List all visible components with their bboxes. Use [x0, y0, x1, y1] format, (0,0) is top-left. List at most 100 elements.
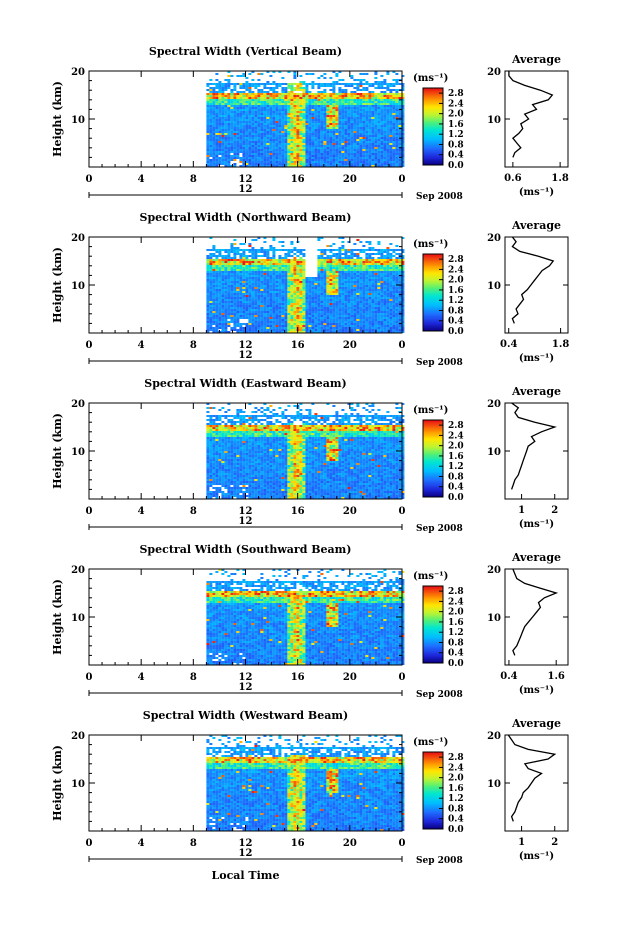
heatmap-cell: [362, 161, 366, 163]
heatmap-cell: [248, 265, 252, 267]
heatmap-cell: [359, 307, 363, 309]
heatmap-cell: [389, 109, 393, 111]
heatmap-cell: [227, 81, 231, 83]
heatmap-cell: [314, 145, 318, 147]
heatmap-cell: [323, 105, 327, 107]
heatmap-cell: [212, 113, 216, 115]
heatmap-cell: [275, 303, 279, 305]
heatmap-cell: [215, 303, 219, 305]
heatmap-cell: [281, 147, 285, 149]
heatmap-cell: [281, 163, 285, 165]
heatmap-cell: [227, 315, 231, 317]
heatmap-cell: [347, 143, 351, 145]
heatmap-cell: [335, 301, 339, 303]
heatmap-cell: [353, 161, 357, 163]
heatmap-cell: [272, 105, 276, 107]
heatmap-cell: [341, 311, 345, 313]
heatmap-cell: [254, 299, 258, 301]
heatmap-cell: [341, 123, 345, 125]
heatmap-cell: [395, 121, 399, 123]
heatmap-cell: [254, 257, 258, 259]
heatmap-cell: [380, 99, 384, 101]
heatmap-cell: [209, 149, 213, 151]
heatmap-cell: [245, 281, 249, 283]
heatmap-cell: [353, 295, 357, 297]
heatmap-cell: [227, 119, 231, 121]
heatmap-cell: [284, 261, 288, 263]
heatmap-cell: [248, 283, 252, 285]
heatmap-cell: [311, 141, 315, 143]
heatmap-cell: [338, 79, 342, 81]
heatmap-cell: [320, 159, 324, 161]
heatmap-cell: [362, 83, 366, 85]
heatmap-cell: [389, 113, 393, 115]
heatmap-cell: [317, 293, 321, 295]
heatmap-cell: [230, 249, 234, 251]
heatmap-cell: [344, 285, 348, 287]
heatmap-cell: [284, 311, 288, 313]
heatmap-cell: [245, 87, 249, 89]
heatmap-cell: [224, 287, 228, 289]
heatmap-cell: [233, 279, 237, 281]
heatmap-cell: [308, 165, 312, 167]
heatmap-cell: [374, 153, 378, 155]
heatmap-cell: [299, 99, 303, 101]
heatmap-cell: [335, 317, 339, 319]
heatmap-cell: [260, 279, 264, 281]
heatmap-cell: [248, 159, 252, 161]
heatmap-cell: [380, 125, 384, 127]
heatmap-cell: [278, 277, 282, 279]
heatmap-cell: [353, 287, 357, 289]
heatmap-cell: [266, 261, 270, 263]
heatmap-cell: [227, 121, 231, 123]
heatmap-cell: [278, 303, 282, 305]
heatmap-cell: [326, 85, 330, 87]
heatmap-cell: [251, 157, 255, 159]
heatmap-cell: [284, 253, 288, 255]
heatmap-cell: [245, 121, 249, 123]
heatmap-cell: [350, 331, 354, 333]
heatmap-cell: [248, 259, 252, 261]
heatmap-cell: [344, 299, 348, 301]
heatmap-cell: [248, 139, 252, 141]
heatmap-cell: [209, 121, 213, 123]
heatmap-cell: [209, 305, 213, 307]
heatmap-cell: [332, 259, 336, 261]
heatmap-cell: [341, 245, 345, 247]
heatmap-cell: [326, 321, 330, 323]
heatmap-cell: [242, 123, 246, 125]
colorbar-band: [423, 93, 443, 95]
heatmap-cell: [242, 115, 246, 117]
heatmap-cell: [212, 267, 216, 269]
heatmap-cell: [242, 317, 246, 319]
heatmap-cell: [245, 277, 249, 279]
heatmap-cell: [224, 321, 228, 323]
heatmap-cell: [290, 303, 294, 305]
heatmap-cell: [260, 323, 264, 325]
heatmap-cell: [308, 141, 312, 143]
heatmap-cell: [212, 263, 216, 265]
heatmap-cell: [245, 325, 249, 327]
heatmap-cell: [293, 161, 297, 163]
heatmap-cell: [248, 321, 252, 323]
heatmap-cell: [287, 123, 291, 125]
heatmap-cell: [257, 83, 261, 85]
heatmap-cell: [311, 119, 315, 121]
heatmap-cell: [308, 127, 312, 129]
colorbar-band: [423, 91, 443, 94]
heatmap-cell: [359, 129, 363, 131]
heatmap-cell: [233, 111, 237, 113]
heatmap-cell: [332, 141, 336, 143]
heatmap-cell: [380, 131, 384, 133]
heatmap-cell: [263, 103, 267, 105]
heatmap-cell: [350, 329, 354, 331]
heatmap-cell: [308, 97, 312, 99]
heatmap-cell: [350, 323, 354, 325]
heatmap-cell: [233, 155, 237, 157]
heatmap-cell: [329, 283, 333, 285]
heatmap-cell: [218, 105, 222, 107]
heatmap-cell: [302, 283, 306, 285]
heatmap-cell: [323, 271, 327, 273]
heatmap-cell: [398, 143, 402, 145]
heatmap-cell: [269, 121, 273, 123]
